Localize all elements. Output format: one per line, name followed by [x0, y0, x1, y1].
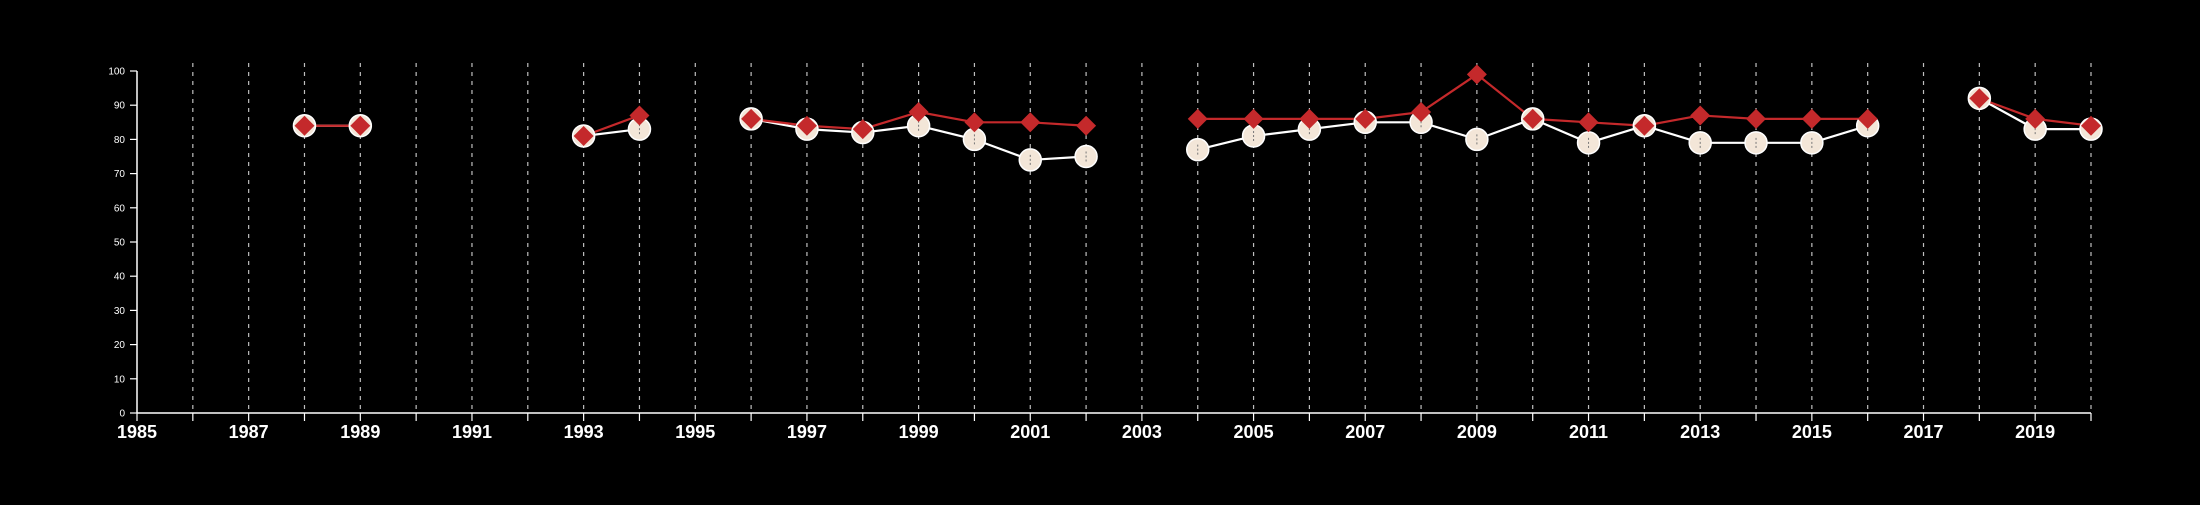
y-tick-label: 40 [114, 272, 126, 283]
y-tick-label: 0 [119, 409, 125, 420]
diamond-data-point [1466, 64, 1487, 85]
diamond-data-point [908, 102, 929, 123]
diamond-data-point [1522, 108, 1543, 129]
x-tick-label: 2009 [1457, 422, 1497, 442]
diamond-data-point [1690, 105, 1711, 126]
vertical-gridlines [192, 63, 2092, 413]
axes: 0 10 20 30 40 50 60 70 80 90 100 1985 1987 1989 1991 19… [108, 67, 2092, 442]
diamond-data-point [1634, 115, 1655, 136]
x-tick-label: 1999 [899, 422, 939, 442]
x-tick-label: 2003 [1122, 422, 1162, 442]
x-tick-label: 1993 [564, 422, 604, 442]
diamond-data-point [1076, 115, 1097, 136]
x-tick-label: 1995 [675, 422, 715, 442]
x-tick-label: 2011 [1569, 422, 1608, 442]
y-tick-label: 50 [114, 238, 126, 249]
y-tick-label: 30 [114, 306, 126, 317]
y-tick-label: 20 [114, 340, 126, 351]
diamond-data-point [1243, 108, 1264, 129]
x-tick-label: 1985 [117, 422, 157, 442]
diamond-data-point [629, 105, 650, 126]
diamond-data-point [350, 115, 371, 136]
y-tick-label: 80 [114, 135, 126, 146]
series [292, 64, 2103, 172]
diamond-data-point [294, 115, 315, 136]
diamond-data-point [1578, 112, 1599, 133]
x-tick-label: 2013 [1680, 422, 1720, 442]
diamond-data-point [573, 125, 594, 146]
x-tick-label: 1997 [787, 422, 827, 442]
diamond-data-point [1801, 108, 1822, 129]
diamond-data-point [796, 115, 817, 136]
x-tick-label: 1989 [340, 422, 380, 442]
x-tick-label: 2019 [2015, 422, 2055, 442]
diamond-data-point [1746, 108, 1767, 129]
diamond-data-point [852, 119, 873, 140]
diamond-data-point [1299, 108, 1320, 129]
y-tick-label: 10 [114, 374, 126, 385]
diamond-data-point [1187, 108, 1208, 129]
diamond-data-point [1020, 112, 1041, 133]
diamond-data-point [1411, 102, 1432, 123]
diamond-data-point [2025, 108, 2046, 129]
x-tick-label: 2005 [1234, 422, 1274, 442]
x-tick-label: 1991 [452, 422, 492, 442]
x-tick-label: 1987 [229, 422, 269, 442]
y-tick-label: 70 [114, 169, 126, 180]
x-tick-label: 2015 [1792, 422, 1832, 442]
y-tick-label: 60 [114, 203, 126, 214]
diamond-data-point [1857, 108, 1878, 129]
x-tick-label: 2007 [1345, 422, 1385, 442]
diamond-data-point [741, 108, 762, 129]
diamond-data-point [2081, 115, 2101, 136]
diamond-data-point [1355, 108, 1376, 129]
diamond-data-point [964, 112, 985, 133]
x-tick-label: 2001 [1010, 422, 1050, 442]
x-tick-label: 2017 [1903, 422, 1943, 442]
y-tick-label: 90 [114, 101, 126, 112]
diamond-data-point [1969, 88, 1990, 109]
y-tick-label: 100 [108, 67, 125, 78]
